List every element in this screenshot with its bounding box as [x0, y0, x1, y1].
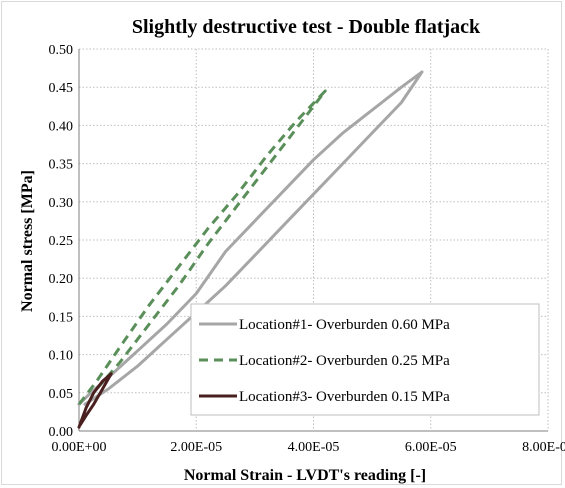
y-tick-label: 0.20 — [49, 272, 74, 287]
legend-box — [190, 303, 540, 416]
y-tick-label: 0.30 — [49, 196, 74, 211]
y-tick-label: 0.00 — [49, 425, 74, 440]
legend-label-3: Location#3- Overburden 0.15 MPa — [239, 389, 450, 405]
y-tick-label: 0.05 — [49, 387, 74, 402]
x-tick-label: 4.00E-05 — [288, 440, 340, 455]
y-tick-label: 0.50 — [49, 43, 74, 58]
x-axis-title: Normal Strain - LVDT's reading [-] — [184, 467, 426, 484]
y-tick-label: 0.40 — [49, 119, 74, 134]
chart-title: Slightly destructive test - Double flatj… — [132, 16, 481, 38]
y-tick-label: 0.45 — [49, 81, 74, 96]
x-tick-label: 8.00E-05 — [522, 440, 565, 455]
legend-label-2: Location#2- Overburden 0.25 MPa — [239, 353, 450, 369]
legend-label-1: Location#1- Overburden 0.60 MPa — [239, 317, 450, 333]
y-tick-label: 0.15 — [49, 310, 74, 325]
y-tick-label: 0.25 — [49, 234, 74, 249]
x-tick-label: 0.00E+00 — [52, 440, 107, 455]
y-tick-label: 0.10 — [49, 349, 74, 364]
legend: Location#1- Overburden 0.60 MPa Location#… — [190, 303, 540, 416]
y-axis-title: Normal stress [MPa] — [19, 170, 36, 312]
y-tick-label: 0.35 — [49, 158, 74, 173]
x-tick-label: 6.00E-05 — [405, 440, 457, 455]
x-tick-label: 2.00E-05 — [170, 440, 222, 455]
series-line-3 — [77, 372, 113, 429]
series-line-2 — [77, 89, 327, 406]
axes: 0.00 0.05 0.10 0.15 0.20 0.25 0.30 0.35 0.40 0.45… — [49, 43, 565, 455]
